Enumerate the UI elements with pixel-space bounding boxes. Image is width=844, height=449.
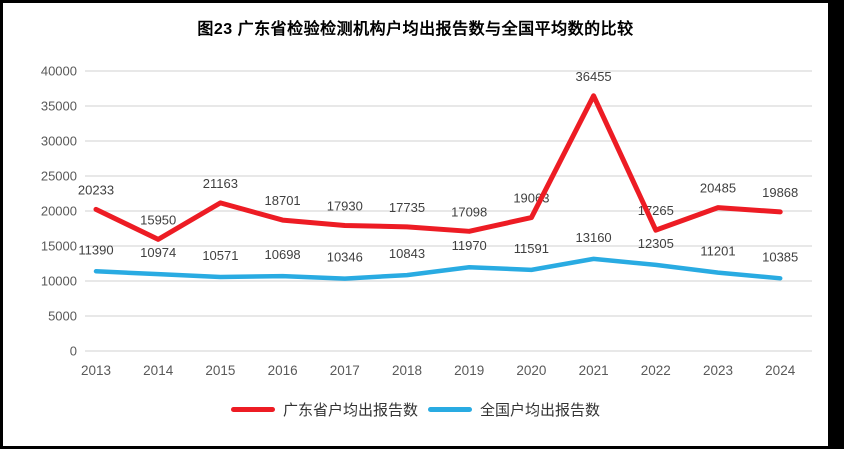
y-axis-tick-label: 35000: [41, 99, 77, 114]
y-axis-tick-label: 15000: [41, 239, 77, 254]
y-axis-tick-label: 0: [70, 344, 77, 359]
x-axis-tick-label: 2021: [579, 363, 609, 378]
y-axis-tick-label: 5000: [48, 309, 77, 324]
x-axis-tick-label: 2017: [330, 363, 360, 378]
data-label-guangdong: 21163: [203, 176, 238, 191]
data-label-national: 10974: [140, 245, 176, 260]
red-line-swatch: [230, 407, 275, 412]
x-axis-tick-label: 2013: [81, 363, 111, 378]
data-label-national: 10843: [389, 246, 425, 261]
legend-label-guangdong: 广东省户均出报告数: [282, 402, 418, 419]
data-label-national: 12305: [638, 236, 674, 251]
y-axis-tick-label: 10000: [41, 274, 77, 289]
x-axis-tick-label: 2016: [268, 363, 298, 378]
chart-legend: 广东省户均出报告数 全国户均出报告数: [3, 399, 828, 420]
data-label-national: 11390: [78, 242, 113, 257]
chart-canvas: 图23 广东省检验检测机构户均出报告数与全国平均数的比较 0 5000 10000 1…: [3, 3, 828, 446]
data-label-guangdong: 17930: [327, 198, 363, 213]
data-label-national: 10346: [327, 250, 363, 265]
blue-line-swatch: [428, 407, 472, 412]
x-axis-tick-label: 2020: [516, 363, 546, 378]
data-label-guangdong: 20485: [700, 181, 736, 196]
data-label-guangdong: 17098: [451, 204, 487, 219]
legend-label-national: 全国户均出报告数: [480, 402, 601, 419]
data-label-national: 10385: [762, 249, 798, 264]
data-label-national: 13160: [576, 230, 612, 245]
series-line-guangdong: [93, 93, 783, 242]
x-axis-tick-label: 2015: [205, 363, 235, 378]
legend-item-national: 全国户均出报告数: [428, 399, 600, 420]
data-label-national: 11201: [700, 244, 735, 259]
x-axis-tick-label: 2022: [641, 363, 671, 378]
y-axis-tick-label: 25000: [41, 169, 77, 184]
data-label-guangdong: 18701: [265, 193, 301, 208]
y-axis-tick-label: 20000: [41, 204, 77, 219]
x-axis-tick-label: 2023: [703, 363, 733, 378]
series-line-national: [93, 256, 783, 281]
x-axis-tick-label: 2024: [765, 363, 796, 378]
y-axis-tick-label: 30000: [41, 134, 77, 149]
chart-title: 图23 广东省检验检测机构户均出报告数与全国平均数的比较: [197, 21, 634, 38]
x-axis-tick-label: 2014: [143, 363, 174, 378]
data-label-national: 10698: [265, 247, 301, 262]
data-label-guangdong: 19868: [762, 185, 798, 200]
x-axis-tick-label: 2019: [454, 363, 484, 378]
data-label-guangdong: 36455: [576, 69, 612, 84]
x-axis-tick-label: 2018: [392, 363, 422, 378]
y-axis-tick-label: 40000: [41, 64, 77, 79]
data-label-guangdong: 20233: [78, 182, 114, 197]
data-label-guangdong: 15950: [140, 212, 176, 227]
data-label-guangdong: 17735: [389, 200, 425, 215]
line-chart: 0 5000 10000 15000 20000 25000 30000 35000 40000…: [41, 64, 812, 378]
data-label-national: 10571: [202, 248, 238, 263]
legend-item-guangdong: 广东省户均出报告数: [230, 399, 418, 420]
data-label-national: 11591: [514, 241, 549, 256]
data-label-national: 11970: [452, 238, 487, 253]
